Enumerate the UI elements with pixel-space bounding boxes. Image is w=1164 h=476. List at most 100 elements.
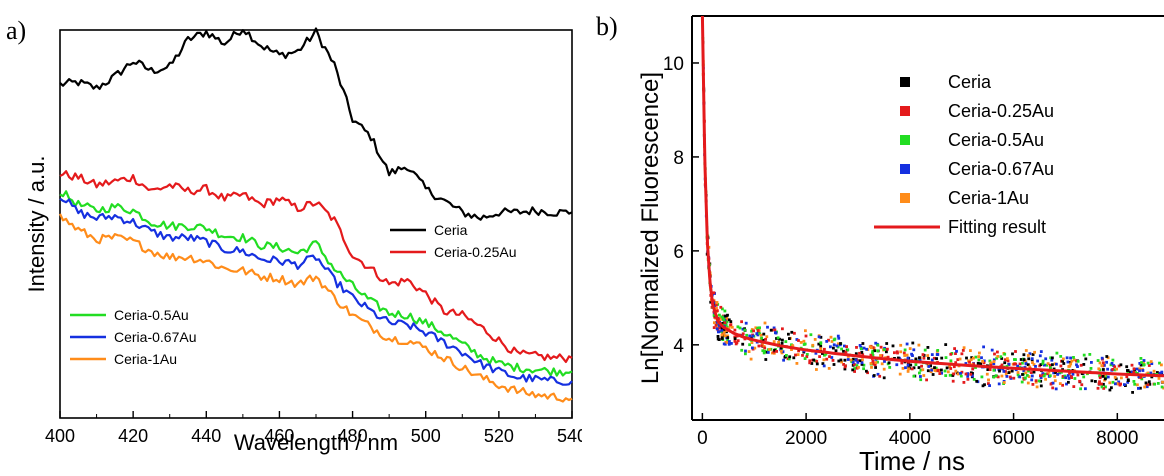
scatter-point-ceria (965, 356, 968, 360)
scatter-point-ceria-0-5au (1100, 385, 1104, 389)
scatter-point-ceria (773, 348, 776, 352)
scatter-point-ceria-0-25au (949, 367, 953, 370)
scatter-point-ceria-0-25au (961, 349, 965, 352)
scatter-point-ceria-1au (954, 369, 958, 373)
scatter-point-ceria-0-5au (943, 369, 947, 373)
scatter-point-ceria-0-5au (720, 315, 724, 319)
legend-label-b: Ceria-0.67Au (948, 159, 1054, 179)
scatter-point-ceria-1au (829, 335, 833, 339)
scatter-point-ceria-1au (725, 316, 729, 320)
scatter-point-ceria-0-25au (964, 372, 968, 376)
y-axis-label-a: Intensity / a.u. (24, 156, 49, 293)
scatter-point-ceria-0-67au (1145, 385, 1149, 389)
scatter-point-ceria (1102, 382, 1105, 386)
x-tick-label-a: 460 (264, 426, 294, 446)
scatter-point-ceria-0-25au (1080, 383, 1084, 387)
scatter-point-ceria-0-25au (953, 347, 956, 350)
scatter-point-ceria (842, 349, 845, 353)
scatter-point-ceria-0-25au (756, 329, 760, 332)
scatter-point-ceria-1au (830, 340, 834, 343)
scatter-point-ceria (1022, 353, 1026, 357)
scatter-point-ceria-0-25au (1051, 386, 1055, 390)
scatter-point-ceria-1au (1152, 369, 1156, 373)
scatter-point-ceria-0-5au (1096, 359, 1100, 362)
scatter-point-ceria-1au (747, 350, 751, 353)
panel-b: b) 4 6 8 10 0 2000 4000 6000 8000 Time / ns Ln[Nor… (582, 0, 1164, 476)
scatter-point-ceria-1au (819, 347, 823, 350)
scatter-point-ceria-1au (762, 345, 766, 348)
scatter-point-ceria-0-25au (895, 350, 899, 354)
scatter-point-ceria-0-67au (730, 342, 733, 345)
scatter-point-ceria-0-25au (871, 346, 875, 349)
scatter-point-ceria-0-25au (968, 360, 971, 364)
scatter-point-ceria-1au (857, 366, 860, 369)
scatter-point-ceria-1au (922, 374, 926, 377)
scatter-point-ceria-0-5au (1139, 357, 1143, 360)
scatter-point-ceria-0-25au (861, 353, 865, 357)
scatter-point-ceria-1au (802, 339, 806, 343)
scatter-point-ceria-1au (1120, 376, 1123, 380)
scatter-point-ceria-0-67au (1066, 374, 1070, 377)
scatter-point-ceria-0-25au (893, 351, 896, 355)
scatter-point-ceria (1000, 357, 1004, 360)
scatter-point-ceria (918, 356, 921, 360)
scatter-point-ceria-0-67au (1084, 387, 1087, 391)
scatter-point-ceria-0-25au (878, 374, 882, 378)
scatter-point-ceria-1au (749, 357, 753, 361)
legend-swatch-b (900, 164, 910, 174)
scatter-point-ceria-0-25au (1003, 358, 1007, 362)
scatter-point-ceria-0-67au (832, 343, 836, 347)
scatter-point-ceria-0-25au (1079, 363, 1083, 367)
scatter-point-ceria-0-5au (862, 363, 866, 367)
scatter-point-ceria-1au (777, 340, 780, 344)
scatter-point-ceria-0-67au (835, 344, 839, 348)
scatter-point-ceria (945, 366, 949, 370)
panel-a: a) 400 420 440 460 480 500 520 540 Wavelength / … (6, 16, 582, 455)
scatter-point-ceria-0-25au (843, 365, 847, 369)
scatter-point-ceria-0-5au (1059, 355, 1063, 358)
scatter-point-ceria (891, 344, 895, 348)
scatter-point-ceria-0-5au (919, 368, 923, 372)
scatter-point-ceria (1139, 386, 1142, 390)
scatter-point-ceria-0-67au (1054, 387, 1058, 391)
scatter-point-ceria-0-5au (761, 349, 765, 353)
scatter-point-ceria-0-25au (1146, 383, 1150, 387)
scatter-point-ceria-0-25au (736, 339, 740, 343)
legend-label-b: Ceria-0.5Au (948, 130, 1044, 150)
scatter-point-ceria (1032, 370, 1036, 374)
scatter-point-ceria-0-25au (1130, 363, 1134, 367)
scatter-point-ceria-0-5au (1113, 368, 1117, 372)
scatter-point-ceria-1au (715, 301, 719, 305)
scatter-point-ceria-0-25au (801, 354, 804, 357)
scatter-point-ceria-0-25au (729, 323, 733, 326)
scatter-point-ceria-0-5au (1111, 358, 1115, 362)
scatter-point-ceria-0-5au (832, 338, 836, 342)
scatter-point-ceria-1au (730, 325, 734, 329)
scatter-point-ceria-0-25au (972, 362, 975, 366)
y-tick-label-b: 8 (673, 148, 684, 169)
scatter-point-ceria-0-5au (850, 360, 854, 363)
scatter-point-ceria (1010, 369, 1014, 373)
scatter-point-ceria-0-67au (830, 356, 834, 359)
scatter-point-ceria (887, 361, 891, 365)
scatter-point-ceria (1022, 358, 1026, 361)
scatter-point-ceria-0-67au (997, 368, 1001, 371)
series-line-ceria-0-25au (59, 170, 573, 363)
scatter-point-ceria-0-25au (952, 365, 956, 369)
scatter-point-ceria-1au (1142, 361, 1145, 365)
scatter-point-ceria-1au (822, 358, 826, 362)
scatter-point-ceria-0-5au (756, 326, 760, 330)
scatter-point-ceria-0-67au (1100, 356, 1104, 360)
scatter-point-ceria-1au (1115, 367, 1118, 371)
scatter-point-ceria (722, 328, 725, 332)
scatter-point-ceria-0-5au (994, 374, 998, 378)
scatter-point-ceria-0-25au (1113, 365, 1117, 369)
scatter-point-ceria-0-25au (886, 347, 889, 351)
scatter-point-ceria-0-5au (776, 336, 780, 340)
scatter-point-ceria-1au (899, 350, 903, 354)
scatter-point-ceria-0-25au (1012, 376, 1016, 380)
scatter-point-ceria-0-67au (751, 334, 755, 338)
scatter-point-ceria-0-67au (971, 374, 974, 378)
scatter-point-ceria-0-25au (1012, 362, 1016, 366)
scatter-point-ceria-0-25au (1061, 383, 1064, 387)
